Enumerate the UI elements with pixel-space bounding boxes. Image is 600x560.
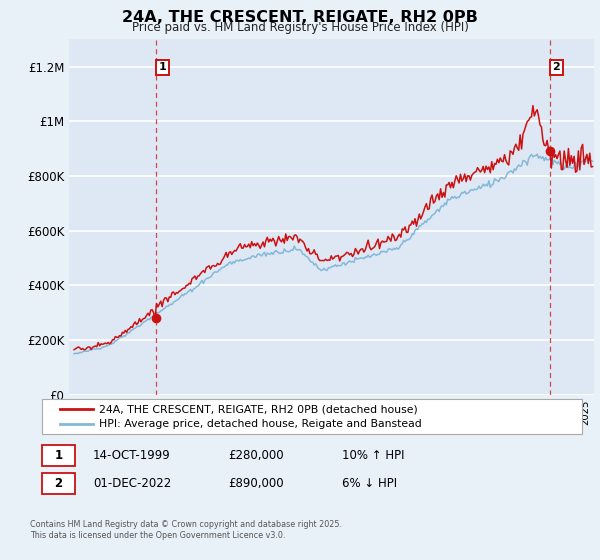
Text: 2: 2 bbox=[553, 63, 560, 72]
Text: £890,000: £890,000 bbox=[228, 477, 284, 490]
Text: 24A, THE CRESCENT, REIGATE, RH2 0PB: 24A, THE CRESCENT, REIGATE, RH2 0PB bbox=[122, 10, 478, 25]
Text: 6% ↓ HPI: 6% ↓ HPI bbox=[342, 477, 397, 490]
Text: 24A, THE CRESCENT, REIGATE, RH2 0PB (detached house): 24A, THE CRESCENT, REIGATE, RH2 0PB (det… bbox=[99, 404, 418, 414]
Text: £280,000: £280,000 bbox=[228, 449, 284, 462]
Text: HPI: Average price, detached house, Reigate and Banstead: HPI: Average price, detached house, Reig… bbox=[99, 419, 422, 430]
Text: Price paid vs. HM Land Registry's House Price Index (HPI): Price paid vs. HM Land Registry's House … bbox=[131, 21, 469, 34]
Text: 2: 2 bbox=[55, 477, 62, 490]
Text: 1: 1 bbox=[158, 63, 166, 72]
Text: 1: 1 bbox=[55, 449, 62, 462]
Text: 01-DEC-2022: 01-DEC-2022 bbox=[93, 477, 171, 490]
Text: 10% ↑ HPI: 10% ↑ HPI bbox=[342, 449, 404, 462]
Text: Contains HM Land Registry data © Crown copyright and database right 2025.
This d: Contains HM Land Registry data © Crown c… bbox=[30, 520, 342, 540]
Text: 14-OCT-1999: 14-OCT-1999 bbox=[93, 449, 171, 462]
